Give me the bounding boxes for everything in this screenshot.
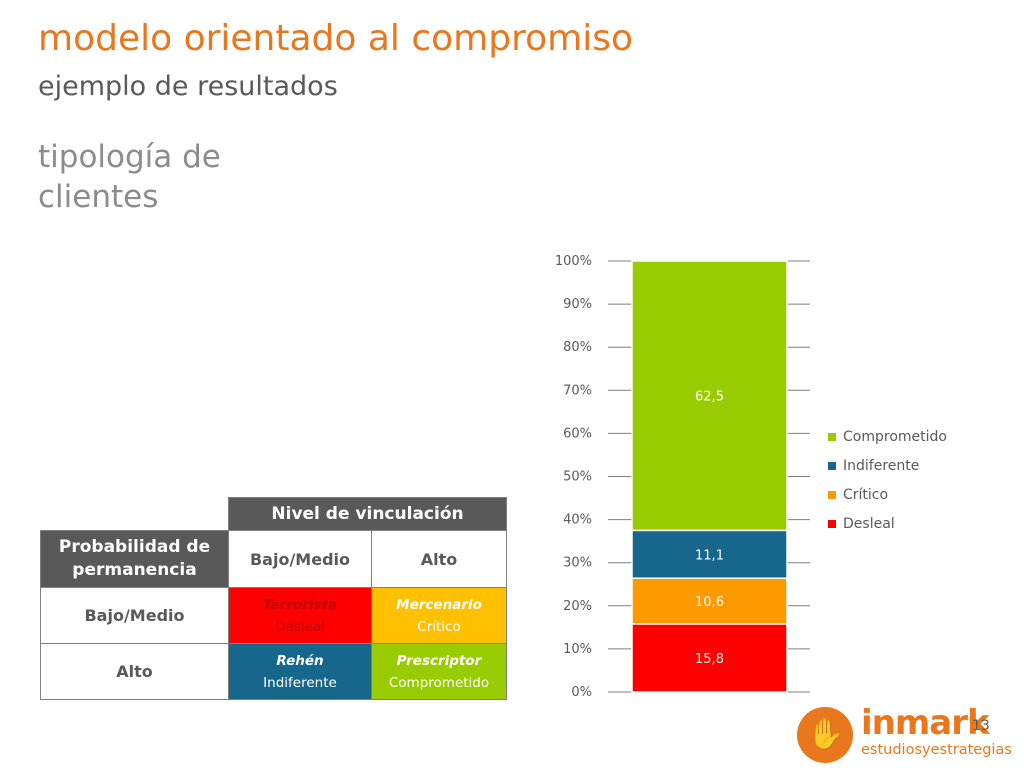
matrix-corner — [40, 497, 229, 531]
y-tick-label: 10% — [563, 642, 592, 657]
page-title: modelo orientado al compromiso — [38, 18, 633, 59]
cell-type-label: Prescriptor — [396, 652, 482, 669]
cell-segment-label: Desleal — [275, 618, 325, 635]
cell-segment-label: Indiferente — [263, 674, 337, 691]
cell-type-label: Mercenario — [396, 596, 482, 613]
cell-segment-label: Comprometido — [388, 674, 490, 691]
matrix-cell-mercenario: Mercenario Crítico — [371, 587, 507, 644]
legend-item: Comprometido — [828, 422, 947, 451]
bar-segment-crtico — [631, 577, 788, 625]
legend-swatch — [828, 519, 836, 528]
legend-item: Indiferente — [828, 451, 947, 480]
logo-emblem-icon: ✋ — [797, 707, 853, 763]
legend-swatch — [828, 461, 836, 470]
stacked-bar-chart: 0% 10% 20% 30% 40% 50% 60% 70% 80% 90% 100% 15,8 10,… — [555, 254, 810, 700]
y-tick-label: 30% — [563, 556, 592, 571]
legend-swatch — [828, 490, 836, 499]
bar-data-label: 62,5 — [695, 390, 724, 405]
legend-item: Crítico — [828, 480, 947, 509]
matrix-cell-terrorista: Terrorista Desleal — [228, 587, 372, 644]
y-tick-label: 40% — [563, 513, 592, 528]
legend-label: Desleal — [843, 515, 895, 532]
logo-name: inmark — [861, 703, 990, 743]
bar-data-label: 15,8 — [695, 652, 724, 667]
legend-item: Desleal — [828, 509, 947, 538]
inmark-logo: ✋ inmark estudiosyestrategias — [797, 703, 1012, 763]
matrix-row-high: Alto — [40, 643, 229, 700]
y-tick-label: 90% — [563, 297, 592, 312]
y-tick-label: 0% — [571, 685, 592, 700]
matrix-row-header: Probabilidad de permanencia — [40, 530, 229, 588]
y-tick-label: 100% — [555, 254, 592, 269]
matrix-col-high: Alto — [371, 530, 507, 588]
bar-segment-comprometido — [631, 260, 788, 532]
matrix-cell-prescriptor: Prescriptor Comprometido — [371, 643, 507, 700]
y-tick-label: 50% — [563, 470, 592, 485]
matrix-row-low: Bajo/Medio — [40, 587, 229, 644]
typology-matrix: Nivel de vinculación Probabilidad de per… — [40, 497, 507, 700]
bar-segment-desleal — [631, 623, 788, 693]
section-heading-line1: tipología de — [38, 139, 221, 175]
bar-segment-indiferente — [631, 529, 788, 579]
cell-type-label: Rehén — [276, 652, 324, 669]
matrix-cell-rehen: Rehén Indiferente — [228, 643, 372, 700]
page-number: 13 — [972, 718, 990, 734]
legend-swatch — [828, 432, 836, 441]
legend-label: Indiferente — [843, 457, 920, 474]
y-tick-label: 70% — [563, 383, 592, 398]
legend-label: Crítico — [843, 486, 889, 503]
cell-type-label: Terrorista — [262, 596, 338, 613]
y-tick-label: 20% — [563, 599, 592, 614]
page-subtitle: ejemplo de resultados — [38, 71, 338, 102]
bar-data-label: 10,6 — [695, 595, 724, 610]
cell-segment-label: Crítico — [417, 618, 461, 635]
legend-label: Comprometido — [843, 428, 947, 445]
y-tick-label: 60% — [563, 426, 592, 441]
bar-data-label: 11,1 — [695, 548, 724, 563]
matrix-col-low: Bajo/Medio — [228, 530, 372, 588]
logo-tagline: estudiosyestrategias — [861, 742, 1012, 758]
section-heading: tipología de clientes — [38, 137, 298, 217]
chart-legend: Comprometido Indiferente Crítico Desleal — [828, 422, 947, 538]
matrix-col-group-header: Nivel de vinculación — [228, 497, 507, 531]
section-heading-line2: clientes — [38, 179, 159, 215]
y-tick-label: 80% — [563, 340, 592, 355]
